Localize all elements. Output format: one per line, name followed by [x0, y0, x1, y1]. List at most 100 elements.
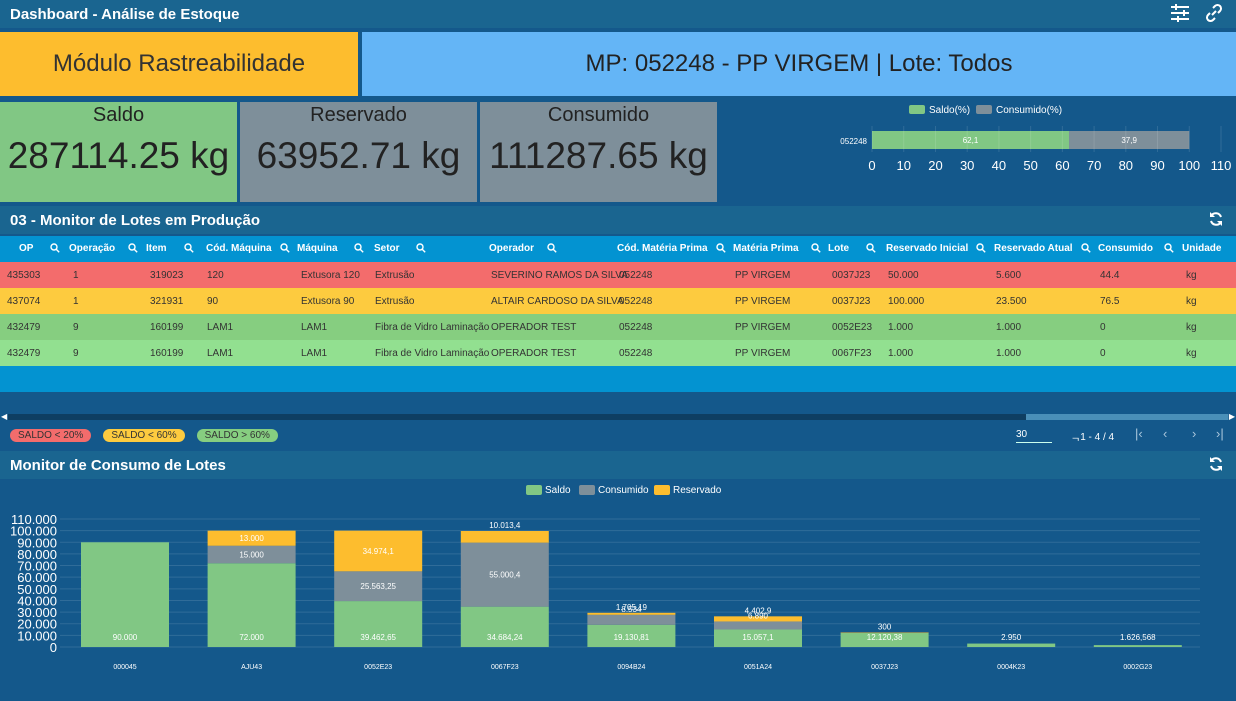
data-label: 1.626,568: [1120, 633, 1156, 642]
x-tick-label: 0037J23: [871, 664, 898, 671]
bar-segment: [334, 601, 423, 647]
x-tick-label: 0094B24: [617, 664, 645, 671]
search-icon[interactable]: [716, 243, 726, 256]
table-cell: 1.000: [996, 322, 1022, 333]
bar-segment: [587, 612, 676, 615]
horizontal-scrollbar[interactable]: ◀ ▶: [0, 412, 1236, 421]
column-header[interactable]: OP: [19, 243, 34, 254]
kpi-saldo-label: Saldo: [92, 104, 145, 126]
y-tick-label: 110.000: [11, 512, 57, 527]
page-size-select[interactable]: 30: [1016, 429, 1052, 443]
data-label: 12.120,38: [867, 633, 903, 642]
search-icon[interactable]: [866, 243, 876, 256]
legend-label: Saldo: [545, 485, 571, 496]
search-icon[interactable]: [811, 243, 821, 256]
search-icon[interactable]: [416, 243, 426, 256]
column-header[interactable]: Consumido: [1098, 243, 1153, 254]
table-cell: PP VIRGEM: [735, 270, 791, 281]
bar-segment: [460, 542, 549, 607]
bar-consumido: [1069, 131, 1190, 149]
table-cell: 9: [73, 348, 79, 359]
bar-segment: [460, 530, 549, 543]
column-header[interactable]: Máquina: [297, 243, 338, 254]
last-page-icon[interactable]: ›|: [1216, 426, 1224, 441]
table-cell: LAM1: [207, 348, 234, 359]
status-legend: SALDO < 20% SALDO < 60% SALDO > 60%: [10, 429, 278, 442]
data-label: 15.000: [239, 550, 264, 559]
search-icon[interactable]: [280, 243, 290, 256]
table-cell: 5.600: [996, 270, 1022, 281]
data-label: 8.534: [621, 605, 642, 614]
column-header[interactable]: Matéria Prima: [733, 243, 799, 254]
table-cell: 76.5: [1100, 296, 1120, 307]
search-icon[interactable]: [976, 243, 986, 256]
table-cell: 321931: [150, 296, 184, 307]
table-cell: Extusora 120: [301, 270, 360, 281]
refresh-icon[interactable]: [1208, 456, 1224, 477]
data-label: 6.890: [748, 611, 769, 620]
column-header[interactable]: Reservado Atual: [994, 243, 1073, 254]
consumo-header: Monitor de Consumo de Lotes: [0, 451, 1236, 479]
next-page-icon[interactable]: ›: [1192, 426, 1197, 441]
column-header[interactable]: Setor: [374, 243, 400, 254]
bar-segment: [840, 632, 929, 647]
table-row[interactable]: 432479 9 160199 LAM1 LAM1 Fibra de Vidro Lami…: [0, 314, 1236, 340]
bar-segment: [460, 606, 549, 647]
scroll-right-icon[interactable]: ▶: [1228, 412, 1235, 421]
legend-yellow: SALDO < 60%: [103, 429, 185, 442]
kpi-reservado-label: Reservado: [310, 104, 407, 126]
bar-segment: [207, 563, 296, 647]
search-icon[interactable]: [1081, 243, 1091, 256]
column-header[interactable]: Unidade: [1182, 243, 1222, 254]
y-tick-label: 80.000: [17, 547, 57, 562]
link-icon[interactable]: [1204, 3, 1224, 28]
table-cell: OPERADOR TEST: [491, 322, 577, 333]
column-header[interactable]: Lote: [828, 243, 850, 254]
search-icon[interactable]: [128, 243, 138, 256]
kpi-consumido: Consumido 111287.65 kg: [480, 102, 717, 202]
data-label: 1.705,19: [616, 603, 648, 612]
search-icon[interactable]: [354, 243, 364, 256]
table-cell: kg: [1186, 270, 1197, 281]
refresh-icon[interactable]: [1208, 211, 1224, 232]
kpi-saldo-value: 287114.25 kg: [7, 135, 230, 176]
column-header[interactable]: Operação: [69, 243, 116, 254]
table-cell: 319023: [150, 270, 184, 281]
column-header[interactable]: Cód. Máquina: [206, 243, 272, 254]
scroll-left-icon[interactable]: ◀: [1, 412, 8, 421]
bar-segment: [587, 614, 676, 625]
table-row[interactable]: 435303 1 319023 120 Extusora 120 Extrusão SEVE…: [0, 262, 1236, 288]
table-row[interactable]: 432479 9 160199 LAM1 LAM1 Fibra de Vidro Lami…: [0, 340, 1236, 366]
settings-sliders-icon[interactable]: [1170, 3, 1190, 28]
search-icon[interactable]: [50, 243, 60, 256]
prev-page-icon[interactable]: ‹: [1163, 426, 1168, 441]
x-tick-label: 60: [1055, 158, 1069, 173]
column-header[interactable]: Reservado Inicial: [886, 243, 969, 254]
y-tick-label: 50.000: [17, 582, 57, 597]
scrollbar-thumb[interactable]: [8, 414, 1026, 420]
table-cell: 0067F23: [832, 348, 872, 359]
search-icon[interactable]: [547, 243, 557, 256]
bar-segment: [81, 542, 169, 647]
table-cell: 1.000: [888, 322, 914, 333]
table-row[interactable]: 437074 1 321931 90 Extusora 90 Extrusão ALTAIR…: [0, 288, 1236, 314]
search-icon[interactable]: [1164, 243, 1174, 256]
column-header[interactable]: Item: [146, 243, 167, 254]
y-tick-label: 70.000: [17, 559, 57, 574]
data-label: 34.684,24: [487, 633, 523, 642]
table-cell: 437074: [7, 296, 41, 307]
search-icon[interactable]: [184, 243, 194, 256]
module-title: Módulo Rastreabilidade: [0, 32, 358, 96]
x-tick-label: 0002G23: [1123, 664, 1152, 671]
x-tick-label: 80: [1119, 158, 1133, 173]
category-label: 052248: [840, 137, 867, 146]
table-cell: kg: [1186, 322, 1197, 333]
column-header[interactable]: Operador: [489, 243, 535, 254]
x-tick-label: 40: [992, 158, 1006, 173]
table-cell: 432479: [7, 348, 41, 359]
bar-segment: [714, 616, 802, 622]
table-empty-band: [0, 392, 1236, 412]
first-page-icon[interactable]: |‹: [1135, 426, 1143, 441]
column-header[interactable]: Cód. Matéria Prima: [617, 243, 708, 254]
bar-segment: [587, 624, 676, 647]
